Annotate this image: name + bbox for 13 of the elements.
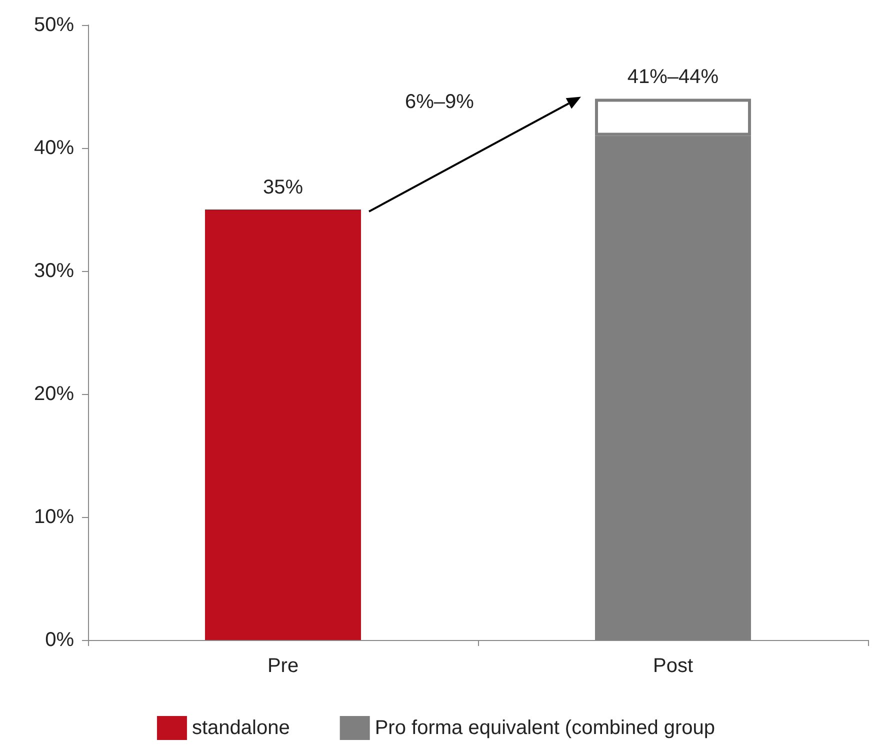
x-tick-label: Post (652, 655, 694, 677)
annotation: 41%–44% (627, 66, 719, 88)
data-label: 35% (262, 176, 304, 198)
y-tick-label: 0% (45, 629, 74, 651)
y-tick-label: 40% (34, 137, 74, 159)
legend-label: standalone (192, 717, 290, 739)
x-tick-label: Pre (267, 655, 299, 677)
y-tick-label: 50% (34, 14, 74, 36)
y-tick-label: 30% (34, 260, 74, 282)
y-tick-label: 20% (34, 383, 74, 405)
y-tick-label: 10% (34, 506, 74, 528)
annotation: 6%–9% (405, 91, 474, 114)
legend-label: Pro forma equivalent (combined group (374, 717, 716, 739)
